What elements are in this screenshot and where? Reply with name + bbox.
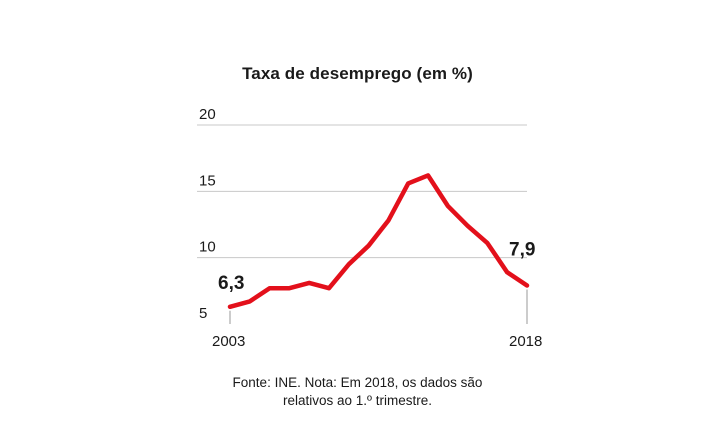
y-tick-labels: 5 10 15 20 (199, 106, 216, 322)
x-tick-label-start: 2003 (212, 333, 245, 350)
source-note: Fonte: INE. Nota: Em 2018, os dados são … (0, 374, 715, 410)
start-value-label: 6,3 (218, 273, 244, 294)
x-axis: 2003 2018 (212, 289, 542, 350)
gridlines (197, 124, 527, 259)
x-tick-label-end: 2018 (509, 333, 542, 350)
y-tick-label-20: 20 (199, 106, 216, 123)
series-lines (227, 173, 530, 310)
end-labels: 6,3 7,9 (218, 240, 535, 294)
end-value-label: 7,9 (509, 240, 535, 261)
series-line-0 (227, 173, 530, 310)
y-tick-label-15: 15 (199, 172, 216, 189)
y-tick-label-5: 5 (199, 305, 207, 322)
source-note-line-1: Fonte: INE. Nota: Em 2018, os dados são (232, 375, 483, 390)
chart-title: Taxa de desemprego (em %) (242, 64, 473, 83)
y-tick-label-10: 10 (199, 239, 216, 256)
source-note-line-2: relativos ao 1.º trimestre. (283, 393, 432, 408)
